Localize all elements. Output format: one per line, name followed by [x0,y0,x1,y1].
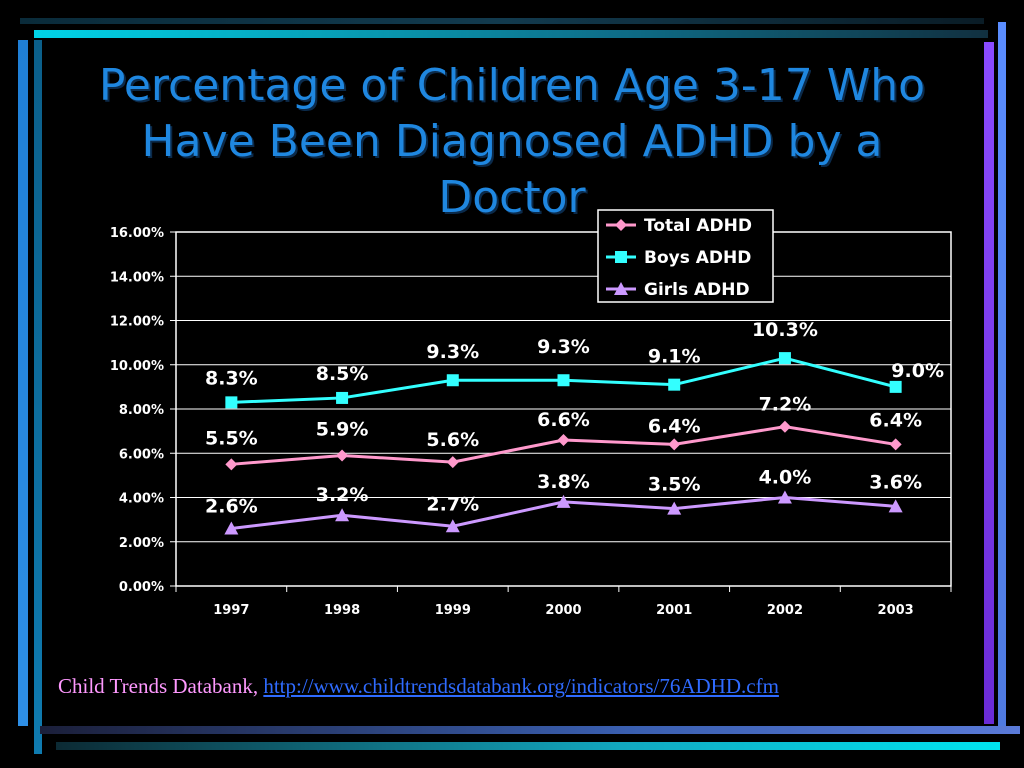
x-tick-label: 1999 [435,603,471,618]
series-1-point [557,374,570,387]
x-tick-label: 2001 [656,603,692,618]
series-2-point [224,521,239,535]
data-label: 9.0% [891,360,944,382]
data-label: 9.3% [537,336,590,358]
legend-swatch-marker [615,219,627,231]
frame-bar-right [984,42,994,724]
data-label: 8.5% [316,363,369,385]
y-tick-label: 10.00% [110,359,164,374]
slide-title-line-3: Doctor [438,172,586,223]
frame-bar-left [18,40,28,726]
series-2-point [445,519,460,533]
x-tick-label: 2003 [878,603,914,618]
legend-label: Boys ADHD [644,248,751,268]
data-label: 7.2% [759,394,812,416]
data-label: 4.0% [759,467,812,489]
legend-label: Girls ADHD [644,280,750,300]
source-link[interactable]: http://www.childtrendsdatabank.org/indic… [263,674,779,698]
frame-bar-top [34,30,988,38]
data-label: 2.6% [205,495,258,517]
series-1-point [225,396,238,409]
series-0-point [889,438,902,451]
data-label: 5.6% [426,429,479,451]
data-label: 10.3% [752,319,818,341]
source-label: Child Trends Databank, [58,674,259,698]
series-0-point [446,456,459,469]
series-2-point [888,499,903,513]
data-label: 9.1% [648,346,701,368]
data-label: 3.6% [869,471,922,493]
data-label: 5.5% [205,427,258,449]
series-1-point [889,380,902,393]
series-1-point [336,391,349,404]
data-label: 8.3% [205,367,258,389]
x-tick-label: 2002 [767,603,803,618]
y-tick-label: 6.00% [119,447,164,462]
y-tick-label: 0.00% [119,580,164,595]
y-tick-label: 8.00% [119,403,164,418]
data-label: 3.8% [537,471,590,493]
series-0-point [557,433,570,446]
legend-swatch-marker [614,282,628,295]
series-0-point [336,449,349,462]
data-label: 3.2% [316,484,369,506]
y-tick-label: 16.00% [110,226,164,241]
y-tick-label: 4.00% [119,492,164,507]
series-2-point [335,508,350,522]
data-label: 9.3% [426,341,479,363]
frame-bar-top-shadow [20,18,984,24]
series-2-point [556,494,571,508]
data-label: 6.4% [648,415,701,437]
data-label: 6.4% [869,409,922,431]
series-1-point [668,378,681,391]
series-1-point [446,374,459,387]
frame-bar-left-inner [34,40,42,754]
series-1-point [778,352,791,365]
data-label: 2.7% [426,493,479,515]
series-0-point [778,420,791,433]
x-tick-label: 1998 [324,603,360,618]
legend-label: Total ADHD [644,216,752,236]
frame-bar-bottom [40,726,1020,734]
slide-title-line-1: Percentage of Children Age 3-17 Who [98,60,926,111]
x-tick-label: 1997 [213,603,249,618]
slide-title-line-2: Have Been Diagnosed ADHD by a [141,116,883,167]
frame-bar-right-outer [998,22,1006,734]
series-2-point [777,490,792,504]
series-2-point [667,501,682,515]
series-0-point [225,458,238,471]
x-tick-label: 2000 [545,603,581,618]
source-citation: Child Trends Databank, http://www.childt… [58,674,779,699]
data-label: 6.6% [537,409,590,431]
data-label: 5.9% [316,418,369,440]
y-tick-label: 14.00% [110,270,164,285]
data-label: 3.5% [648,474,701,496]
slide-title: Percentage of Children Age 3-17 Who Have… [40,58,984,226]
legend-swatch-marker [615,251,627,263]
frame-bar-bottom-outer [56,742,1000,750]
y-tick-label: 12.00% [110,315,164,330]
y-tick-label: 2.00% [119,536,164,551]
series-0-point [668,438,681,451]
